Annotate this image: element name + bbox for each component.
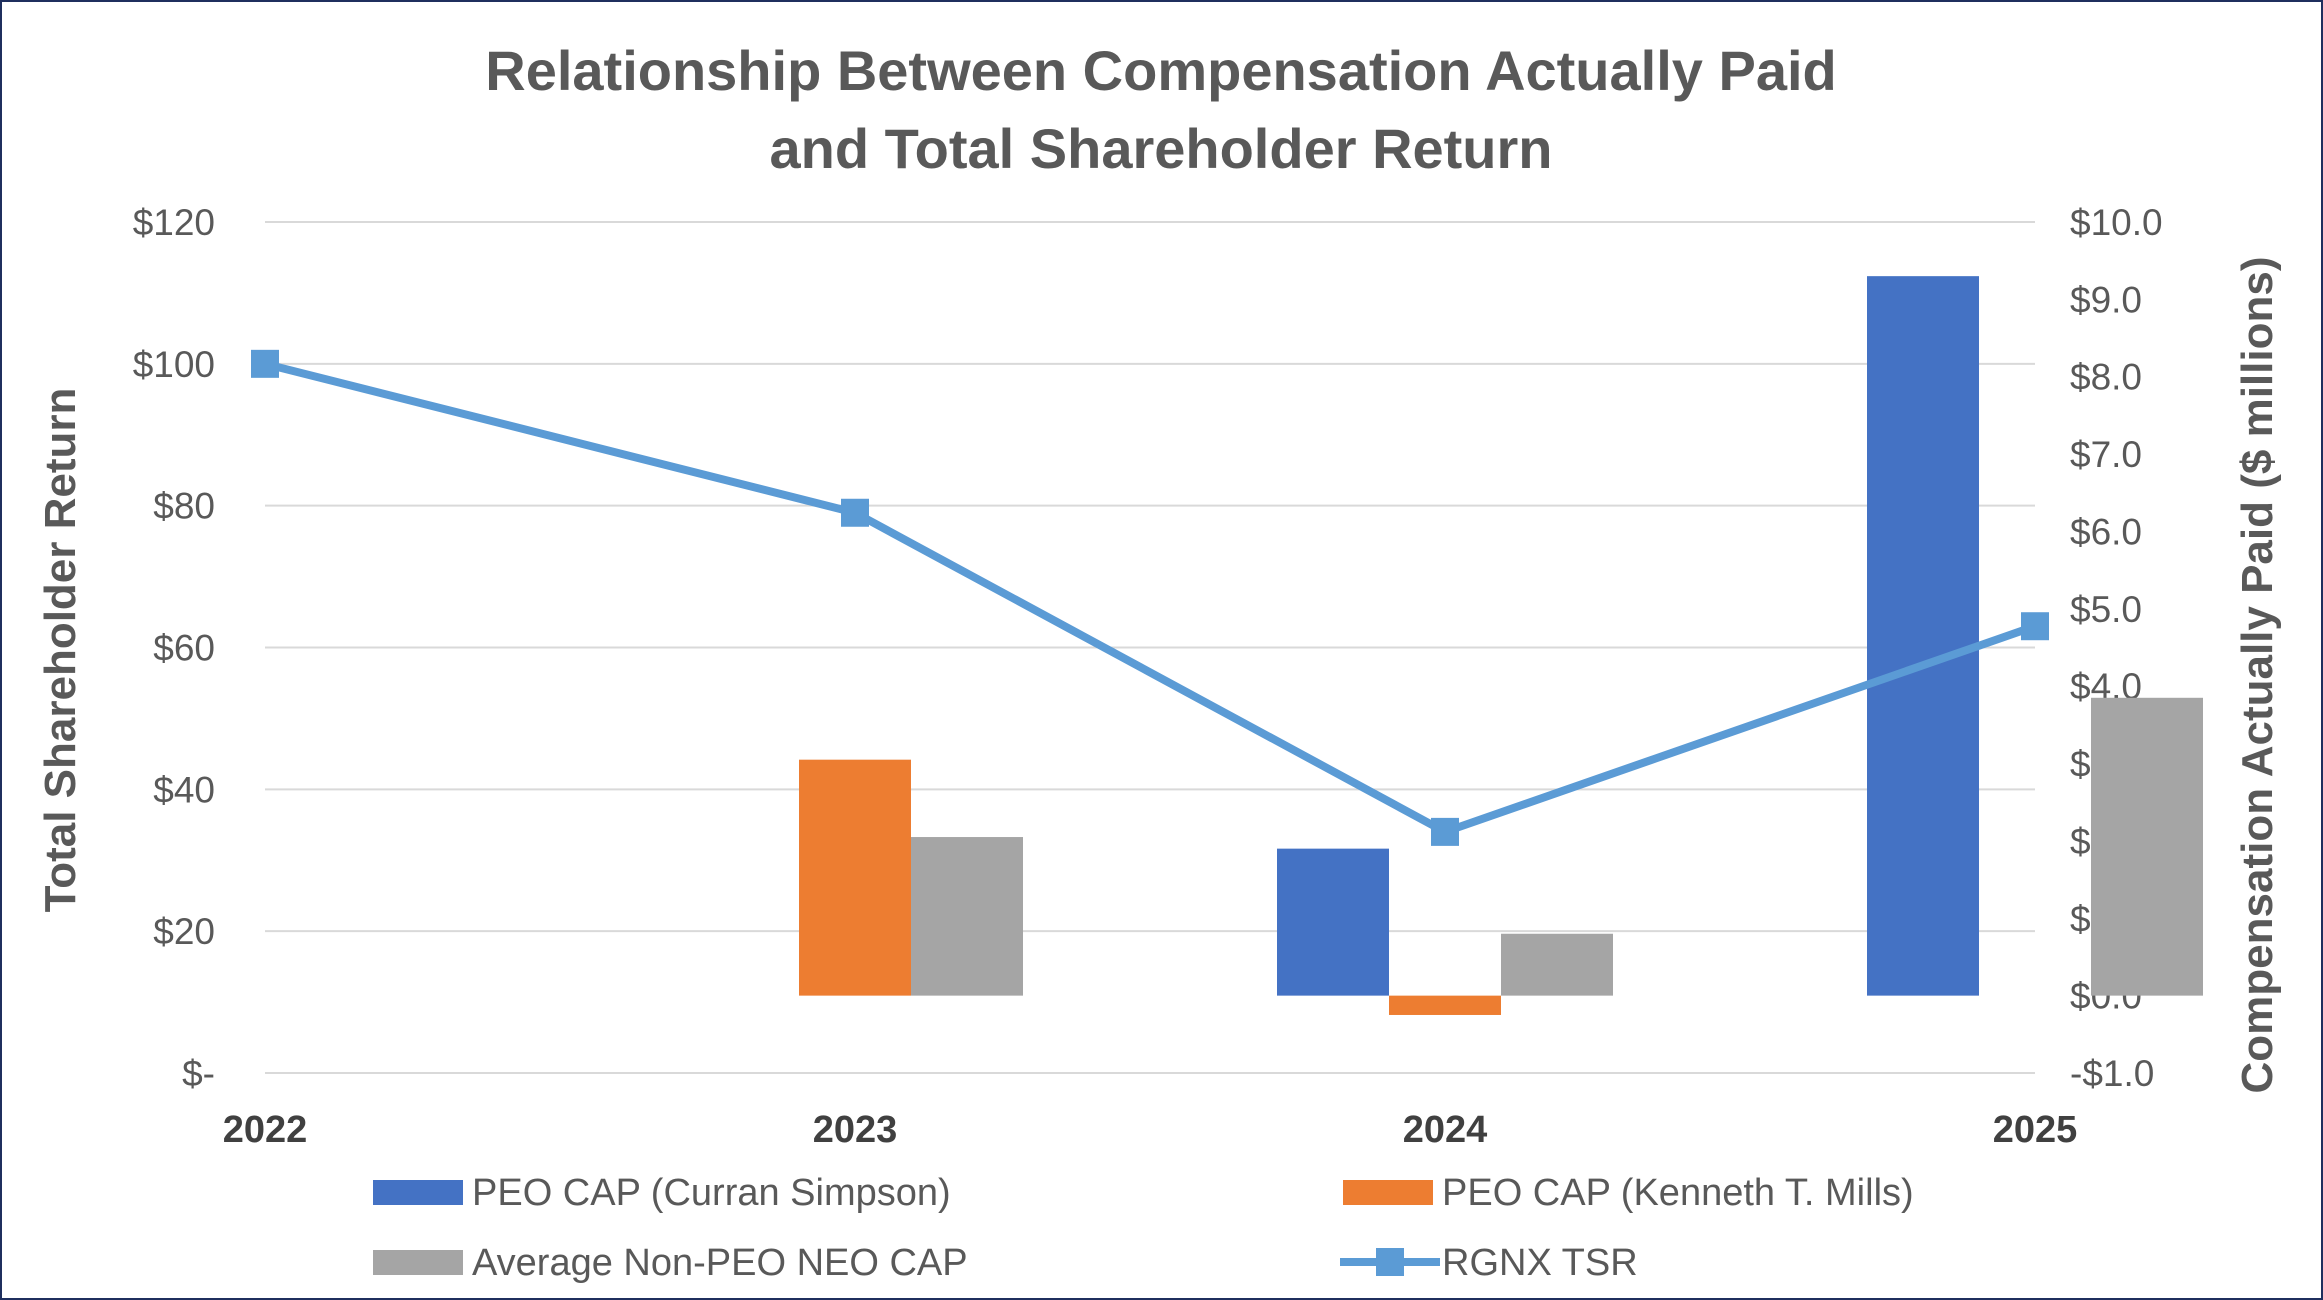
left-tick-label: $- [182, 1053, 215, 1094]
right-tick-label: -$1.0 [2070, 1053, 2154, 1094]
bar [911, 837, 1023, 996]
bar [1277, 848, 1389, 996]
legend-label-kenneth-mills: PEO CAP (Kenneth T. Mills) [1442, 1172, 1914, 1214]
chart-title-line-2: and Total Shareholder Return [769, 117, 1552, 180]
left-axis-title: Total Shareholder Return [36, 388, 85, 913]
left-tick-label: $60 [153, 628, 215, 669]
legend-label-average-non-peo: Average Non-PEO NEO CAP [472, 1242, 968, 1284]
tsr-point [1431, 817, 1459, 846]
right-tick-label: $5.0 [2070, 589, 2142, 630]
legend-swatch-kenneth-mills [1343, 1180, 1433, 1205]
tsr-point [2021, 612, 2049, 641]
legend: PEO CAP (Curran Simpson) PEO CAP (Kennet… [373, 1172, 1914, 1284]
left-tick-label: $40 [153, 769, 215, 810]
legend-swatch-average-non-peo [373, 1250, 463, 1275]
bar [1389, 995, 1501, 1015]
bar-series [799, 276, 2203, 1015]
bar [2091, 697, 2203, 996]
tsr-point [251, 349, 279, 378]
left-axis-ticks: $- $20 $40 $60 $80 $100 $120 [133, 202, 215, 1094]
gridlines [265, 221, 2035, 1074]
right-tick-label: $8.0 [2070, 357, 2142, 398]
left-tick-label: $120 [133, 202, 215, 243]
legend-swatch-curran-simpson [373, 1180, 463, 1205]
category-label: 2022 [223, 1109, 308, 1151]
left-tick-label: $20 [153, 911, 215, 952]
chart-title-line-1: Relationship Between Compensation Actual… [485, 39, 1837, 102]
right-tick-label: $10.0 [2070, 202, 2163, 243]
right-tick-label: $7.0 [2070, 434, 2142, 475]
category-label: 2025 [1993, 1109, 2078, 1151]
legend-label-rgnx-tsr: RGNX TSR [1442, 1242, 1638, 1284]
category-label: 2023 [813, 1109, 898, 1151]
tsr-line-series [251, 349, 2049, 846]
legend-label-curran-simpson: PEO CAP (Curran Simpson) [472, 1172, 951, 1214]
left-tick-label: $100 [133, 344, 215, 385]
bar [799, 759, 911, 996]
right-axis-title: Compensation Actually Paid ($ millions) [2233, 257, 2282, 1094]
right-tick-label: $9.0 [2070, 279, 2142, 320]
bar [1501, 933, 1613, 996]
bar [1867, 276, 1979, 996]
left-tick-label: $80 [153, 486, 215, 527]
legend-marker-rgnx-tsr [1376, 1248, 1404, 1276]
tsr-point [841, 498, 869, 527]
category-labels: 2022 2023 2024 2025 [223, 1109, 2078, 1151]
tsr-line [264, 359, 2037, 836]
category-label: 2024 [1403, 1109, 1488, 1151]
right-tick-label: $6.0 [2070, 511, 2142, 552]
